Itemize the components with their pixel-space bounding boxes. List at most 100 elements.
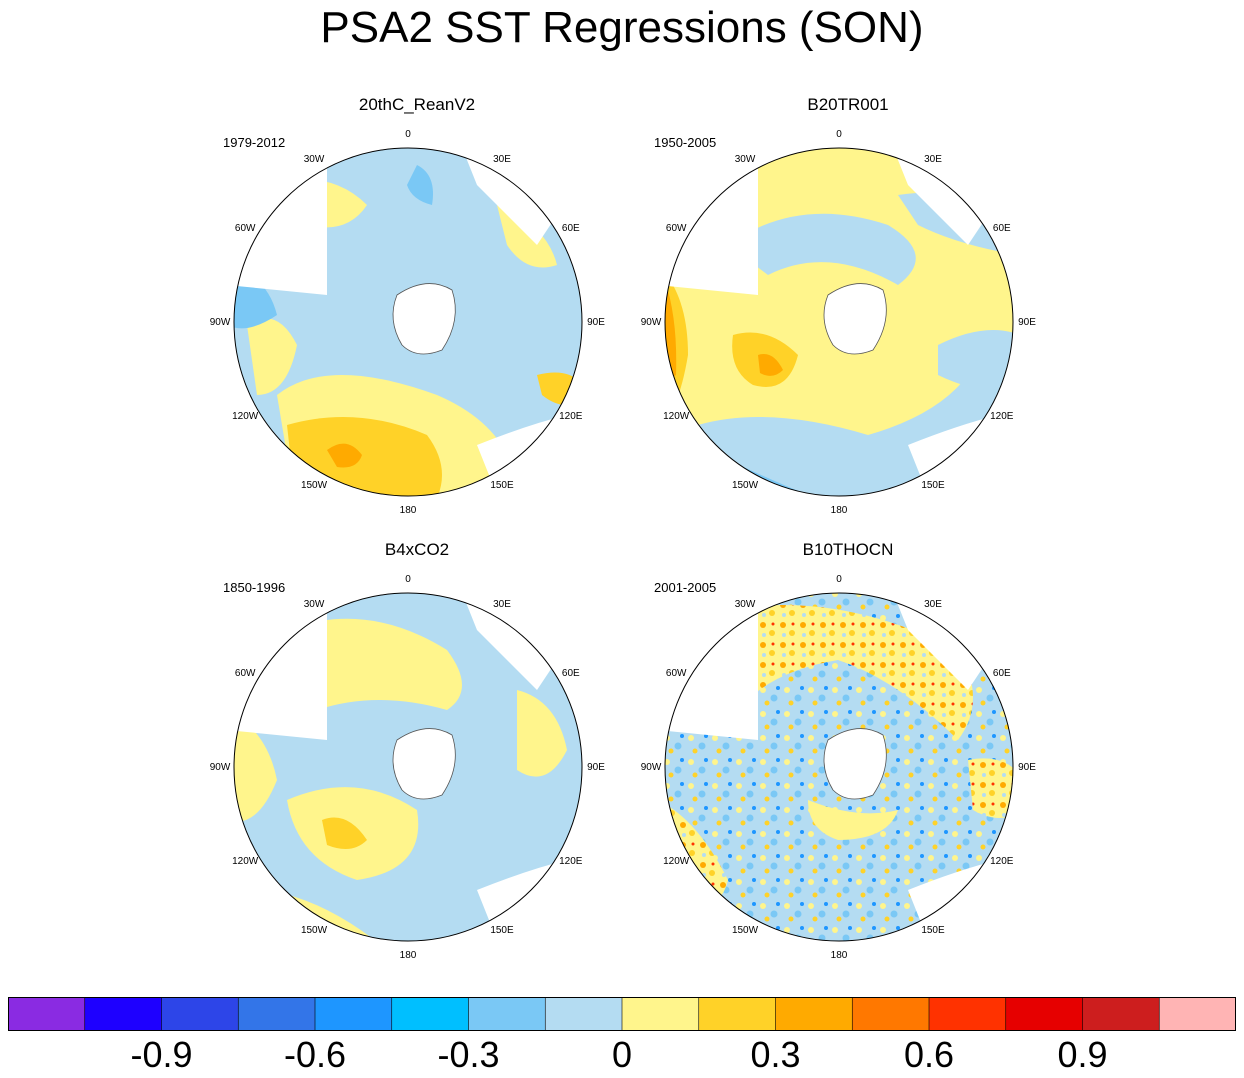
colorbar [7, 997, 1237, 1031]
land-antarctica [823, 728, 887, 800]
period-label: 1979-2012 [223, 135, 286, 150]
positive-anomaly [968, 758, 1013, 818]
longitude-label: 90E [587, 317, 605, 328]
colorbar-swatch [238, 997, 316, 1031]
map-panel-b10thocn: B10THOCN 2001-2005 [638, 540, 1058, 960]
period-label: 1950-2005 [654, 135, 717, 150]
longitude-label: 60W [666, 223, 687, 234]
map-boundary [664, 592, 1014, 942]
longitude-label: 120E [559, 411, 583, 422]
longitude-label: 30W [304, 154, 325, 165]
colorbar-swatch [8, 997, 86, 1031]
map-panel-20thc-reanv2: 20thC_ReanV2 1979-2012 0 30E 60E 90E 120E 150… [207, 95, 627, 515]
colorbar-tick-label: 0.9 [1057, 1034, 1108, 1075]
longitude-label: 180 [831, 505, 848, 515]
map-panel-b20tr001: B20TR001 1950-2005 0 30E 60E 90E 120E 150E 180… [638, 95, 1058, 515]
longitude-label: 120E [990, 856, 1014, 867]
longitude-label: 150W [732, 925, 759, 936]
longitude-label: 120W [232, 856, 259, 867]
longitude-label: 60E [993, 223, 1011, 234]
land-antarctica [392, 728, 456, 800]
positive-anomaly [234, 710, 277, 822]
longitude-label: 0 [836, 129, 842, 140]
map-boundary [233, 592, 583, 942]
longitude-label: 0 [405, 129, 411, 140]
colorbar-swatch [545, 997, 623, 1031]
polar-map: 0 30E 60E 90E 120E 150E 180 150W 120W 90W 60W 30W [641, 129, 1037, 515]
positive-anomaly [247, 318, 297, 395]
longitude-label: 90E [1018, 317, 1036, 328]
positive-anomaly [758, 354, 783, 376]
polar-map: 0 30E 60E 90E 120E 150E 180 150W 120W 90W 60W 30W [210, 574, 606, 960]
period-label: 1850-1996 [223, 580, 286, 595]
longitude-label: 60W [235, 223, 256, 234]
longitude-label: 30W [735, 599, 756, 610]
longitude-label: 90W [210, 762, 231, 773]
panel-title: B10THOCN [802, 540, 894, 559]
longitude-label: 30E [493, 154, 511, 165]
longitude-label: 180 [831, 950, 848, 960]
longitude-label: 60W [235, 668, 256, 679]
longitude-label: 30E [924, 599, 942, 610]
longitude-label: 30E [493, 599, 511, 610]
longitude-label: 60W [666, 668, 687, 679]
longitude-label: 120W [663, 856, 690, 867]
longitude-label: 150W [301, 480, 328, 491]
negative-anomaly [728, 213, 916, 285]
longitude-label: 90W [641, 317, 662, 328]
colorbar-swatch [775, 997, 853, 1031]
map-boundary [664, 147, 1014, 497]
main-title: PSA2 SST Regressions (SON) [320, 3, 924, 52]
panel-title: B4xCO2 [384, 540, 450, 559]
longitude-label: 180 [400, 950, 417, 960]
longitude-label: 0 [836, 574, 842, 585]
positive-anomaly [327, 443, 362, 468]
positive-anomaly [322, 817, 367, 849]
colorbar-swatch [1005, 997, 1083, 1031]
map-panel-b4xco2: B4xCO2 1850-1996 0 30E 60E 90E 120E 150E 180 15… [207, 540, 627, 960]
longitude-label: 60E [993, 668, 1011, 679]
longitude-label: 30W [735, 154, 756, 165]
colorbar-swatch [1159, 997, 1237, 1031]
longitude-label: 30W [304, 599, 325, 610]
longitude-label: 150E [921, 925, 945, 936]
colorbar-swatch [315, 997, 393, 1031]
colorbar-swatches [7, 997, 1237, 1031]
colorbar-swatch [161, 997, 239, 1031]
longitude-label: 90W [210, 317, 231, 328]
colorbar-swatch [929, 997, 1007, 1031]
colorbar-swatch [391, 997, 469, 1031]
panel-title: B20TR001 [807, 95, 889, 114]
positive-anomaly [497, 205, 557, 268]
longitude-label: 150E [490, 480, 514, 491]
positive-anomaly [517, 690, 567, 777]
longitude-label: 120W [663, 411, 690, 422]
longitude-label: 90E [1018, 762, 1036, 773]
colorbar-swatch [84, 997, 162, 1031]
colorbar-swatch [622, 997, 700, 1031]
longitude-label: 180 [400, 505, 417, 515]
longitude-label: 150E [490, 925, 514, 936]
longitude-label: 150E [921, 480, 945, 491]
longitude-label: 120E [990, 411, 1014, 422]
longitude-label: 0 [405, 574, 411, 585]
colorbar-tick-label: 0.3 [750, 1034, 801, 1075]
longitude-label: 90W [641, 762, 662, 773]
longitude-label: 120E [559, 856, 583, 867]
colorbar-swatch [468, 997, 546, 1031]
colorbar-swatch [1082, 997, 1160, 1031]
land-antarctica [823, 283, 887, 355]
land-antarctica [392, 283, 456, 355]
colorbar-swatch [698, 997, 776, 1031]
colorbar-tick-label: 0.6 [903, 1034, 955, 1075]
map-boundary [233, 147, 583, 497]
colorbar-tick-label: -0.6 [283, 1034, 347, 1075]
colorbar-border [8, 997, 1236, 1031]
polar-map: 0 30E 60E 90E 120E 150E 180 150W 120W 90W 60W 30W [641, 574, 1037, 960]
colorbar-tick-label: -0.9 [130, 1034, 193, 1075]
panel-title: 20thC_ReanV2 [358, 95, 476, 114]
longitude-label: 60E [562, 223, 580, 234]
colorbar-tick-label: -0.3 [437, 1034, 500, 1075]
longitude-label: 60E [562, 668, 580, 679]
longitude-label: 90E [587, 762, 605, 773]
